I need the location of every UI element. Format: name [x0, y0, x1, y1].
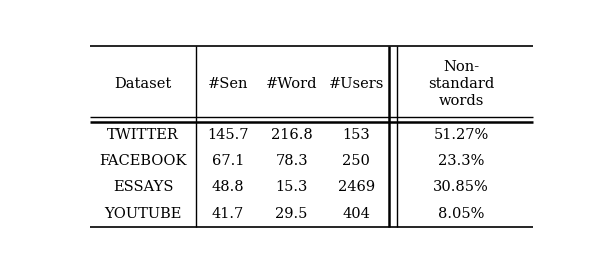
Text: TWITTER: TWITTER [107, 128, 179, 142]
Text: FACEBOOK: FACEBOOK [99, 154, 187, 168]
Text: 2469: 2469 [338, 181, 375, 195]
Text: #Word: #Word [266, 77, 317, 91]
Text: #Sen: #Sen [208, 77, 248, 91]
Text: 51.27%: 51.27% [434, 128, 489, 142]
Text: 78.3: 78.3 [275, 154, 308, 168]
Text: 8.05%: 8.05% [438, 207, 485, 221]
Text: 404: 404 [342, 207, 370, 221]
Text: ESSAYS: ESSAYS [113, 181, 173, 195]
Text: 216.8: 216.8 [271, 128, 313, 142]
Text: 153: 153 [342, 128, 370, 142]
Text: 41.7: 41.7 [212, 207, 244, 221]
Text: 67.1: 67.1 [212, 154, 244, 168]
Text: 48.8: 48.8 [212, 181, 244, 195]
Text: #Users: #Users [329, 77, 384, 91]
Text: YOUTUBE: YOUTUBE [105, 207, 182, 221]
Text: Dataset: Dataset [114, 77, 172, 91]
Text: 145.7: 145.7 [207, 128, 249, 142]
Text: Non-
standard
words: Non- standard words [428, 60, 494, 108]
Text: 250: 250 [342, 154, 370, 168]
Text: 29.5: 29.5 [275, 207, 308, 221]
Text: 15.3: 15.3 [275, 181, 308, 195]
Text: 23.3%: 23.3% [438, 154, 485, 168]
Text: 30.85%: 30.85% [434, 181, 489, 195]
